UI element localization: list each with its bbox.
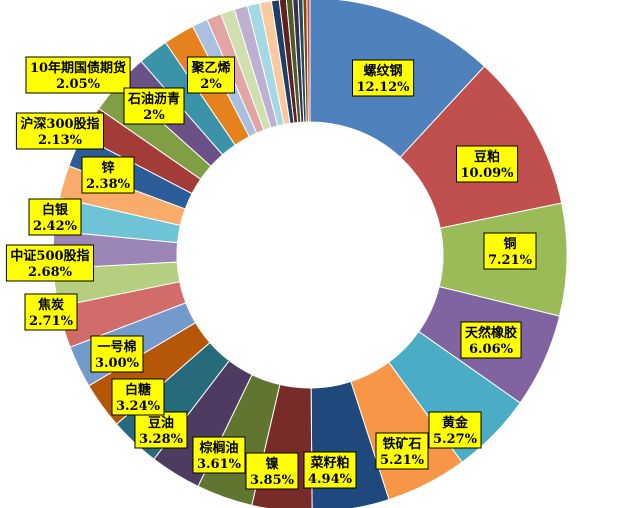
slice-label-box [456, 145, 519, 183]
slice-label-box [28, 198, 82, 236]
slice-label-name: 白糖 [125, 382, 151, 398]
slice-label-box [245, 452, 299, 490]
slice-label-box [24, 293, 78, 331]
slice-label-value: 10.09% [460, 166, 514, 181]
slice-36 [306, 0, 311, 123]
slice-label-name: 镍 [265, 456, 278, 472]
slice-label-box [375, 432, 429, 470]
slice-label-box [111, 378, 165, 416]
slice-label-name: 锌 [101, 160, 114, 176]
slice-label-name: 豆油 [148, 415, 174, 431]
slice-label-value: 5.21% [380, 453, 425, 468]
slice-label-box [187, 56, 235, 94]
slice-label-box [90, 335, 144, 373]
slice-label-name: 10年期国债期货 [30, 60, 126, 76]
slice-label-box [81, 156, 135, 194]
slice-label-value: 2% [143, 108, 165, 123]
slice-label-name: 中证500股指 [10, 248, 89, 264]
slice-label-value: 7.21% [488, 253, 533, 268]
slice-label-name: 菜籽粕 [309, 455, 349, 471]
slice-label-value: 2.71% [29, 314, 74, 329]
slice-label-name: 螺纹钢 [363, 63, 402, 79]
slice-label-value: 3.61% [197, 457, 242, 472]
slice-label-box [352, 59, 415, 97]
slice-label-name: 聚乙烯 [190, 60, 230, 76]
slice-label-value: 2.68% [28, 265, 73, 280]
slice-label-name: 黄金 [442, 415, 469, 431]
slice-label-value: 6.06% [469, 342, 514, 357]
slice-label-name: 铜 [502, 236, 516, 252]
slice-label-value: 3.85% [250, 473, 295, 488]
slice-label-9: 豆油3.28% [134, 411, 188, 449]
slice-label-box [192, 436, 246, 474]
slice-label-box [483, 232, 537, 270]
slice-label-name: 豆粕 [474, 149, 500, 165]
slice-label-value: 3.00% [95, 356, 140, 371]
slice-label-name: 白银 [42, 202, 69, 218]
slice-label-name: 一号棉 [97, 339, 136, 355]
slice-label-value: 2.38% [86, 177, 131, 192]
slice-label-15: 锌2.38% [81, 156, 135, 194]
slice-label-12: 焦炭2.71% [24, 293, 78, 331]
slice-label-2: 铜7.21% [483, 232, 537, 270]
slice-label-box [123, 87, 185, 125]
slice-label-name: 沪深300股指 [20, 116, 99, 132]
slice-label-name: 焦炭 [37, 297, 64, 313]
slice-label-value: 2.42% [33, 219, 78, 234]
slice-label-value: 2% [200, 77, 222, 92]
slice-label-10: 白糖3.24% [111, 378, 165, 416]
slice-label-value: 3.24% [116, 399, 161, 414]
slice-label-box [460, 321, 522, 359]
slice-label-value: 2.05% [56, 77, 101, 92]
slice-label-7: 镍3.85% [245, 452, 299, 490]
slice-label-value: 3.28% [139, 432, 184, 447]
slice-label-box [5, 244, 94, 282]
slice-labels: 螺纹钢12.12%豆粕10.09%铜7.21%天然橡胶6.06%黄金5.27%铁… [5, 56, 537, 490]
slice-label-4: 黄金5.27% [428, 411, 482, 449]
slice-label-14: 白银2.42% [28, 198, 82, 236]
slice-label-name: 石油沥青 [127, 91, 180, 107]
slice-label-value: 4.94% [308, 472, 353, 487]
slice-label-value: 12.12% [356, 80, 410, 95]
slice-label-value: 2.13% [38, 133, 83, 148]
slice-label-name: 铁矿石 [381, 436, 421, 452]
slice-label-name: 天然橡胶 [465, 325, 517, 341]
slice-label-box [428, 411, 482, 449]
slice-label-box [15, 112, 104, 150]
slice-label-name: 棕榈油 [198, 440, 238, 456]
slice-label-value: 5.27% [433, 432, 478, 447]
slice-label-box [134, 411, 188, 449]
slice-label-box [25, 56, 131, 94]
slice-label-box [303, 451, 357, 489]
